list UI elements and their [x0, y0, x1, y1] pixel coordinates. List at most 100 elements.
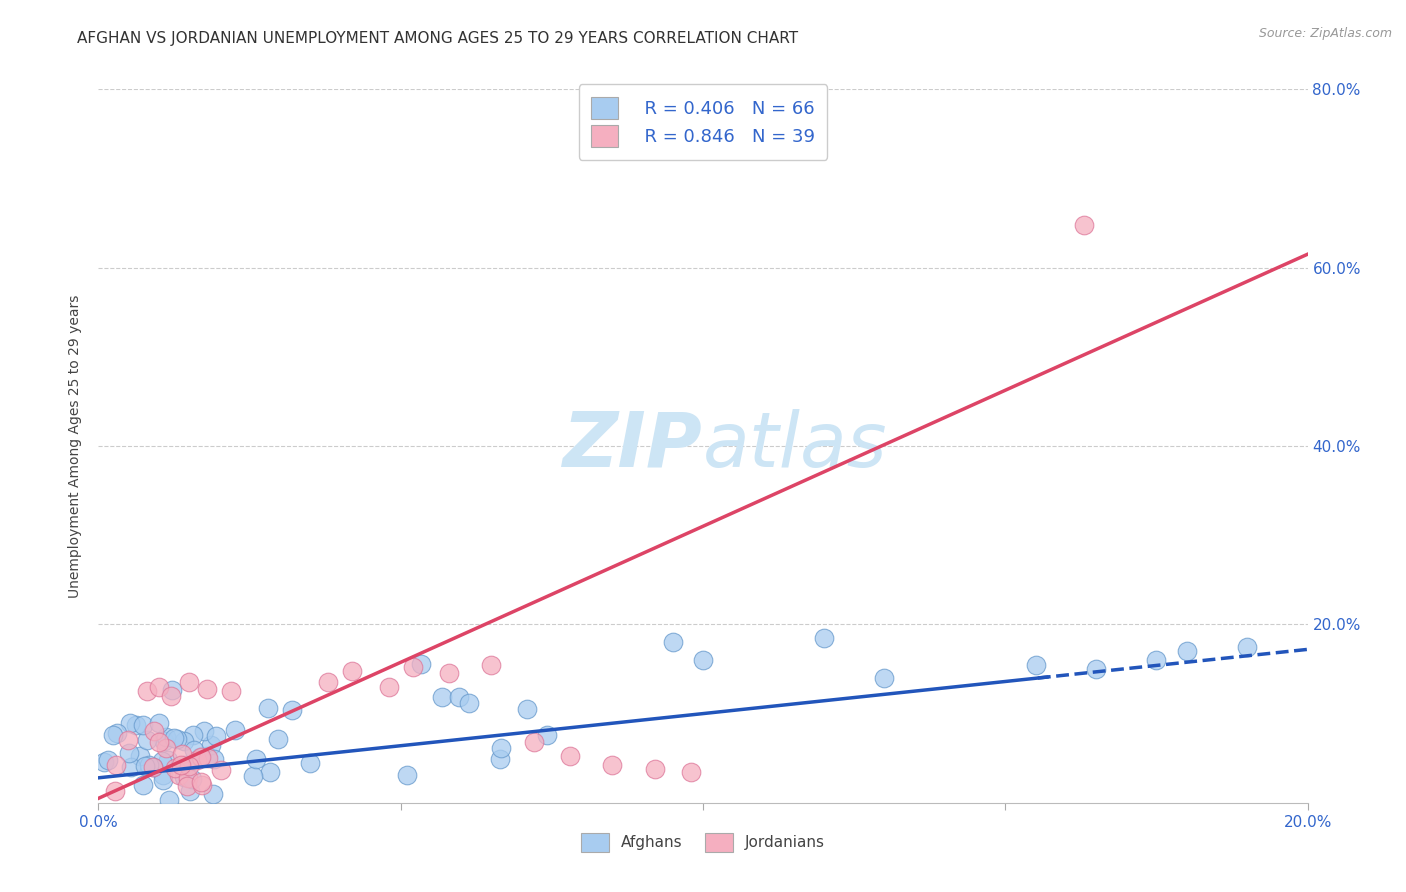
- Point: [197, 751, 219, 765]
- Point: [201, 787, 224, 801]
- Point: [152, 768, 174, 782]
- Point: [172, 747, 194, 761]
- Point: [523, 735, 546, 749]
- Point: [395, 768, 418, 782]
- Legend: Afghans, Jordanians: Afghans, Jordanians: [574, 825, 832, 859]
- Point: [148, 715, 170, 730]
- Point: [183, 742, 205, 756]
- Point: [134, 759, 156, 773]
- Point: [156, 753, 179, 767]
- Point: [181, 728, 204, 742]
- Point: [118, 716, 141, 731]
- Point: [173, 757, 195, 772]
- Point: [176, 771, 198, 785]
- Point: [437, 666, 460, 681]
- Point: [142, 760, 165, 774]
- Point: [661, 635, 683, 649]
- Point: [135, 684, 157, 698]
- Text: atlas: atlas: [703, 409, 887, 483]
- Point: [165, 761, 187, 775]
- Point: [377, 680, 399, 694]
- Point: [179, 759, 201, 773]
- Point: [1024, 657, 1046, 672]
- Point: [267, 732, 290, 747]
- Point: [186, 753, 208, 767]
- Point: [516, 701, 538, 715]
- Point: [132, 778, 155, 792]
- Point: [167, 768, 190, 782]
- Point: [103, 728, 125, 742]
- Point: [135, 733, 157, 747]
- Point: [166, 732, 188, 747]
- Point: [489, 740, 512, 755]
- Point: [132, 718, 155, 732]
- Point: [118, 746, 141, 760]
- Point: [1085, 662, 1108, 676]
- Point: [204, 730, 226, 744]
- Point: [162, 731, 184, 745]
- Point: [1073, 218, 1095, 232]
- Point: [259, 764, 281, 779]
- Point: [644, 762, 666, 776]
- Point: [104, 758, 127, 772]
- Point: [93, 755, 115, 769]
- Point: [179, 784, 201, 798]
- Point: [242, 769, 264, 783]
- Point: [1236, 640, 1258, 654]
- Point: [245, 752, 267, 766]
- Point: [602, 758, 624, 772]
- Point: [129, 749, 152, 764]
- Point: [173, 734, 195, 748]
- Point: [97, 753, 120, 767]
- Point: [124, 718, 146, 732]
- Point: [536, 728, 558, 742]
- Point: [481, 657, 503, 672]
- Point: [138, 757, 160, 772]
- Point: [148, 680, 170, 694]
- Point: [195, 681, 218, 696]
- Point: [157, 793, 180, 807]
- Point: [298, 756, 321, 771]
- Point: [197, 749, 219, 764]
- Point: [104, 783, 127, 797]
- Point: [150, 754, 173, 768]
- Point: [402, 660, 425, 674]
- Point: [873, 671, 896, 685]
- Point: [558, 749, 581, 764]
- Point: [169, 758, 191, 772]
- Text: ZIP: ZIP: [564, 409, 703, 483]
- Point: [316, 675, 339, 690]
- Point: [152, 773, 174, 788]
- Point: [202, 752, 225, 766]
- Point: [155, 740, 177, 755]
- Y-axis label: Unemployment Among Ages 25 to 29 years: Unemployment Among Ages 25 to 29 years: [69, 294, 83, 598]
- Point: [409, 657, 432, 672]
- Point: [458, 696, 481, 710]
- Point: [1144, 653, 1167, 667]
- Point: [488, 751, 510, 765]
- Point: [181, 772, 204, 786]
- Point: [188, 749, 211, 764]
- Point: [209, 763, 232, 777]
- Point: [190, 774, 212, 789]
- Point: [142, 760, 165, 774]
- Point: [281, 703, 304, 717]
- Point: [692, 653, 714, 667]
- Point: [176, 779, 198, 793]
- Point: [121, 760, 143, 774]
- Point: [117, 733, 139, 747]
- Point: [155, 731, 177, 745]
- Point: [342, 664, 364, 678]
- Point: [173, 770, 195, 784]
- Point: [813, 631, 835, 645]
- Point: [143, 724, 166, 739]
- Point: [256, 700, 278, 714]
- Point: [191, 778, 214, 792]
- Point: [193, 724, 215, 739]
- Point: [432, 690, 454, 705]
- Point: [179, 675, 201, 690]
- Point: [224, 723, 246, 737]
- Point: [153, 734, 176, 748]
- Point: [449, 690, 471, 705]
- Point: [1175, 644, 1198, 658]
